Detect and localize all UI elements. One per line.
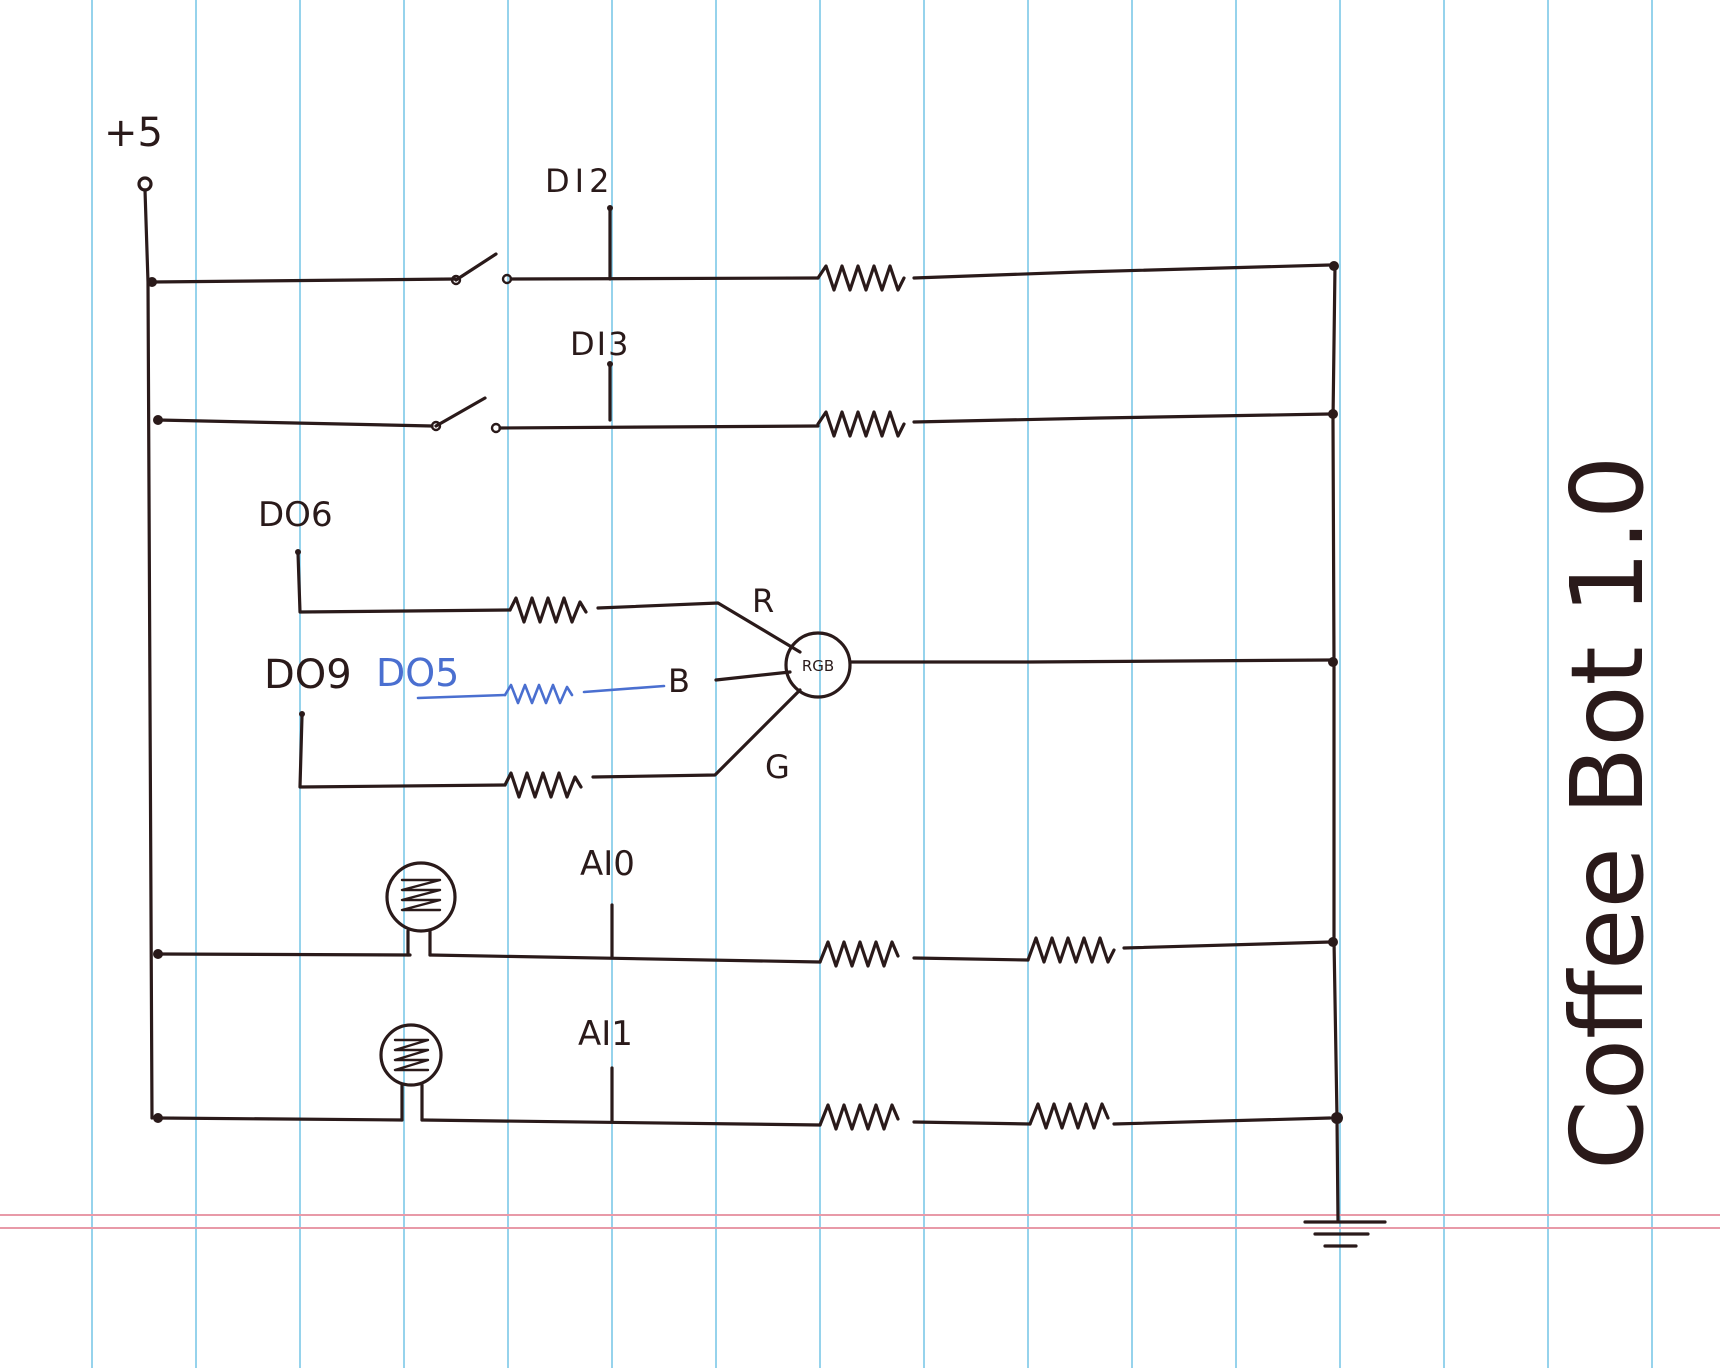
wire xyxy=(1122,940,1332,950)
pin-label-di3: DI3 xyxy=(570,325,630,363)
wire-led-to-ground xyxy=(848,658,1332,664)
wire-red xyxy=(296,551,512,614)
switch-lever xyxy=(434,396,487,428)
pin-label-di2: DI2 xyxy=(545,162,614,200)
photoresistor-track xyxy=(400,878,442,912)
wire xyxy=(912,412,1332,424)
switch-lever xyxy=(454,252,498,282)
photoresistor-legs xyxy=(400,1083,424,1122)
pin-label-green: DO9 xyxy=(264,652,352,698)
resistor-green xyxy=(503,771,583,799)
ground-symbol xyxy=(1303,1220,1387,1248)
led-label-blue: B xyxy=(668,662,690,700)
row-di2: DI2 xyxy=(147,162,1339,292)
resistor-zigzag xyxy=(818,1103,900,1131)
pin-dot xyxy=(607,361,613,367)
wire xyxy=(912,956,1030,962)
wire-blue xyxy=(416,693,507,700)
ruled-lines xyxy=(91,0,1653,1368)
junction-dot xyxy=(1328,657,1338,667)
resistor-zigzag xyxy=(816,264,906,292)
resistor-zigzag xyxy=(1028,1102,1110,1130)
resistor-blue xyxy=(503,683,574,705)
wire xyxy=(420,1118,822,1127)
supply-label: +5 xyxy=(104,110,163,156)
wire xyxy=(912,1120,1032,1126)
wire xyxy=(156,952,412,957)
pin-label-ai1: AI1 xyxy=(578,1014,633,1054)
wire xyxy=(150,277,457,284)
wire xyxy=(156,418,434,428)
photoresistor-track xyxy=(393,1038,430,1072)
junction-dot xyxy=(1329,261,1339,271)
rgb-led: RGB xyxy=(784,631,852,699)
resistor-red xyxy=(508,596,588,624)
rgb-led-section: DO6 R DO9 G DO5 B RGB xyxy=(258,495,1338,799)
junction-dot xyxy=(1328,937,1338,947)
wire xyxy=(1112,1116,1332,1126)
right-rail-wire xyxy=(1331,264,1340,1222)
pin-label-red: DO6 xyxy=(258,495,333,535)
photoresistor-legs xyxy=(406,929,432,957)
rgb-led-body xyxy=(784,631,852,699)
photoresistor-body xyxy=(379,1023,443,1087)
sheet-title: Coffee Bot 1.0 xyxy=(1549,455,1666,1170)
pin-label-ai0: AI0 xyxy=(580,844,635,884)
junction-dot xyxy=(1328,409,1338,419)
wire-blue-end xyxy=(582,684,666,694)
wire xyxy=(498,424,820,430)
wire xyxy=(509,276,820,281)
row-ai0: AI0 xyxy=(153,844,1338,968)
wire-green xyxy=(298,714,507,789)
margin-line xyxy=(0,1214,1720,1229)
row-ai1: AI1 xyxy=(153,1014,1343,1131)
wire xyxy=(428,953,822,964)
led-label-green: G xyxy=(765,748,790,786)
photoresistor-body xyxy=(385,861,457,933)
ground-rail xyxy=(1303,264,1387,1248)
pin-dot xyxy=(607,205,613,211)
switch-contact xyxy=(430,420,442,432)
junction-dot xyxy=(1331,1112,1343,1124)
pin-label-blue: DO5 xyxy=(376,651,459,695)
wire xyxy=(156,1116,404,1122)
wire-blue-to-led xyxy=(714,670,792,682)
resistor-zigzag xyxy=(816,410,906,438)
row-di3: DI3 xyxy=(153,325,1338,438)
led-label-red: R xyxy=(752,582,774,620)
resistor-zigzag xyxy=(1026,936,1116,964)
wire-green-to-led xyxy=(591,688,802,779)
photoresistor xyxy=(379,1023,443,1122)
rgb-led-label: RGB xyxy=(802,657,834,675)
resistor-zigzag xyxy=(818,940,900,968)
switch-contact xyxy=(450,274,462,286)
wire-red-to-led xyxy=(596,601,802,654)
photoresistor xyxy=(385,861,457,957)
wire xyxy=(912,263,1332,280)
